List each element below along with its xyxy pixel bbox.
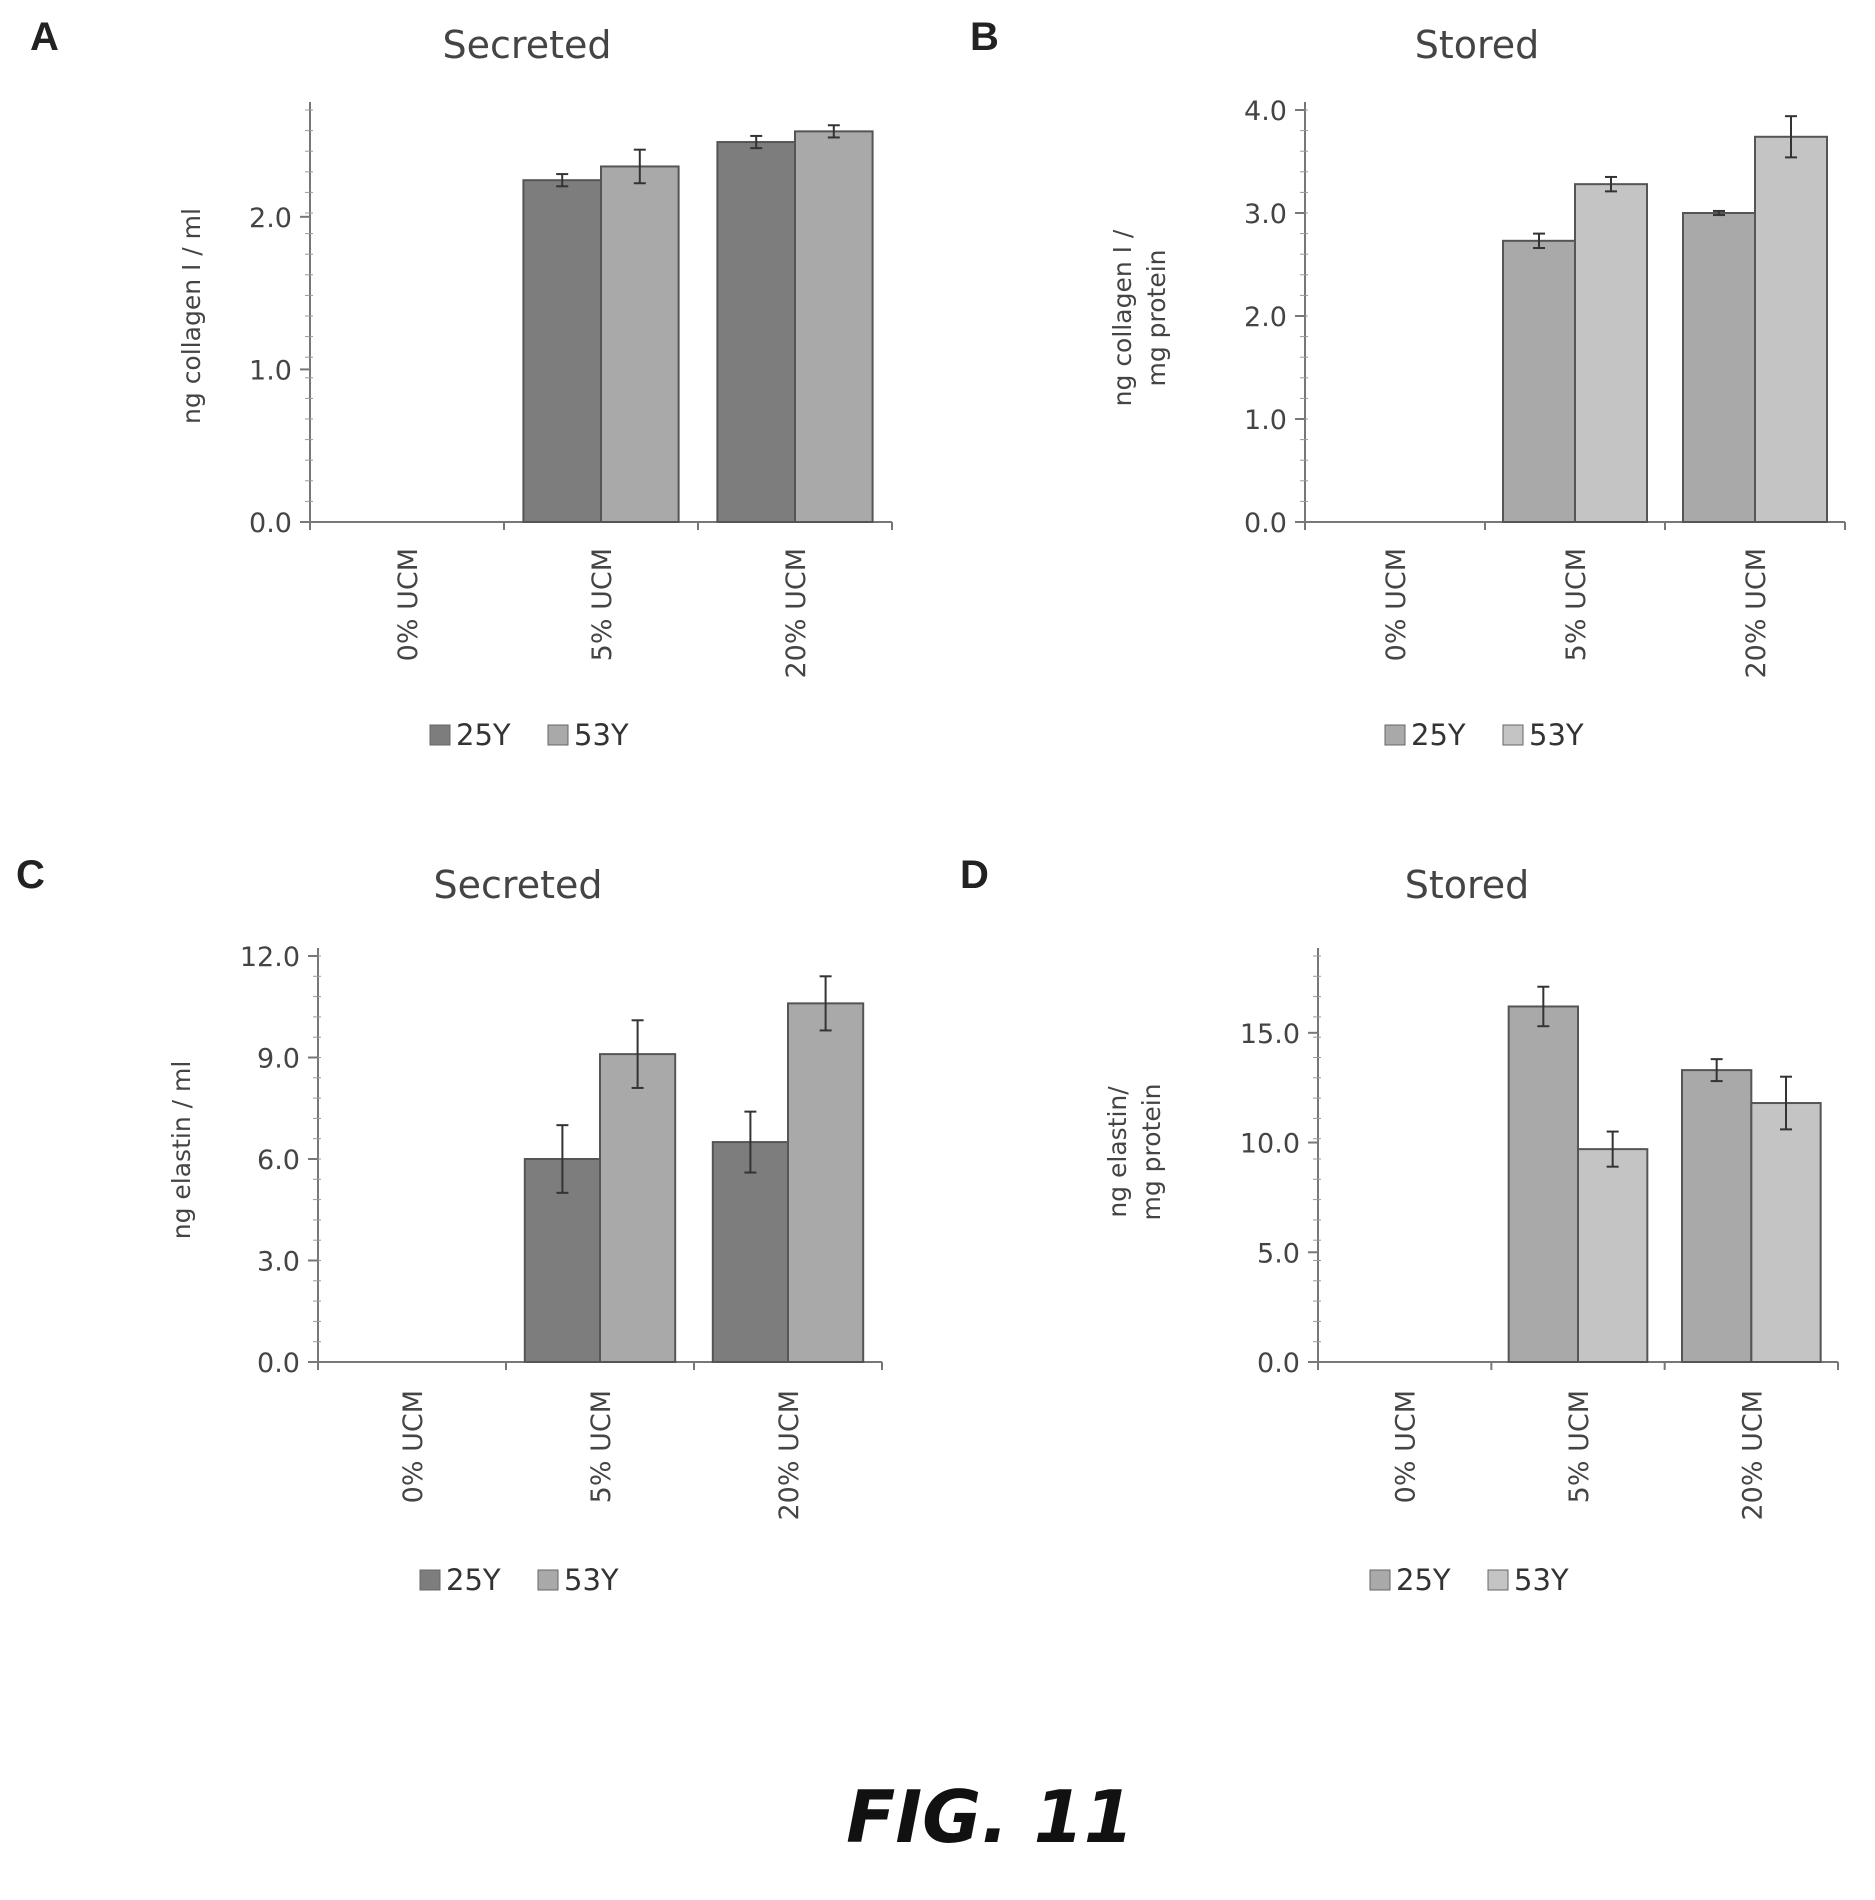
y-tick-label: 12.0 bbox=[240, 942, 300, 973]
bar-53y-2 bbox=[787, 1002, 865, 1363]
panel-letter: C bbox=[16, 853, 45, 897]
category-label: 0% UCM bbox=[1381, 548, 1412, 661]
bar-25y-2 bbox=[716, 141, 797, 524]
chart-panel-a: A Secreted 0.0 1.0 2.0 ng collagen I / ml 0% U… bbox=[30, 15, 893, 752]
category-label: 0% UCM bbox=[393, 548, 424, 661]
legend-label-25y: 25Y bbox=[1411, 718, 1466, 752]
bar-53y-2 bbox=[1750, 1102, 1822, 1363]
legend-swatch-53y bbox=[1502, 724, 1524, 746]
y-tick-label: 2.0 bbox=[249, 203, 292, 234]
legend-swatch-25y bbox=[429, 724, 451, 746]
category-label: 0% UCM bbox=[1391, 1390, 1422, 1503]
legend-swatch-53y bbox=[1487, 1569, 1509, 1591]
chart-title: Stored bbox=[1415, 23, 1540, 67]
category-label: 5% UCM bbox=[1561, 548, 1592, 661]
y-tick-label: 1.0 bbox=[249, 355, 292, 386]
panel-letter: A bbox=[30, 15, 59, 59]
y-tick-label: 0.0 bbox=[1244, 508, 1287, 539]
y-tick-label: 6.0 bbox=[257, 1145, 300, 1176]
bar-53y-2 bbox=[794, 130, 874, 523]
chart-panel-c: C Secreted 0.0 3.0 6.0 9.0 12.0 ng elastin / ml… bbox=[16, 853, 883, 1597]
chart-panel-d: D Stored 0.0 5.0 10.0 15.0 ng elastin/mg prote… bbox=[960, 853, 1839, 1597]
bar-25y-1 bbox=[522, 179, 603, 523]
y-axis-label-line: ng collagen I / ml bbox=[177, 208, 206, 424]
y-tick-label: 3.0 bbox=[257, 1247, 300, 1278]
y-tick-label: 0.0 bbox=[257, 1348, 300, 1379]
chart-panel-b: B Stored 0.0 1.0 2.0 3.0 4.0 ng collagen I / mg … bbox=[970, 15, 1846, 752]
y-tick-label: 15.0 bbox=[1240, 1019, 1300, 1050]
panels: A Secreted 0.0 1.0 2.0 ng collagen I / ml 0% U… bbox=[16, 15, 1846, 1597]
legend-swatch-25y bbox=[1384, 724, 1406, 746]
chart-title: Secreted bbox=[434, 863, 603, 907]
bar-53y-1 bbox=[1574, 183, 1648, 523]
y-tick-label: 10.0 bbox=[1240, 1129, 1300, 1160]
chart-title: Stored bbox=[1405, 863, 1530, 907]
chart-title: Secreted bbox=[443, 23, 612, 67]
legend-swatch-25y bbox=[419, 1569, 441, 1591]
y-tick-label: 9.0 bbox=[257, 1044, 300, 1075]
y-tick-label: 1.0 bbox=[1244, 405, 1287, 436]
bar-53y-1 bbox=[1577, 1148, 1649, 1363]
legend-label-53y: 53Y bbox=[574, 718, 629, 752]
y-axis-label-line: ng elastin / ml bbox=[167, 1061, 196, 1240]
bar-25y-2 bbox=[1681, 1069, 1753, 1363]
figure-label: FIG. 11 bbox=[846, 1775, 1134, 1859]
legend-label-25y: 25Y bbox=[1396, 1563, 1451, 1597]
y-axis-label: ng collagen I / ml bbox=[177, 208, 206, 424]
category-label: 20% UCM bbox=[774, 1390, 805, 1521]
legend-swatch-53y bbox=[547, 724, 569, 746]
y-axis-label-line: ng collagen I / bbox=[1108, 229, 1137, 406]
legend-label-25y: 25Y bbox=[456, 718, 511, 752]
legend-label-53y: 53Y bbox=[564, 1563, 619, 1597]
y-tick-label: 5.0 bbox=[1257, 1238, 1300, 1269]
y-axis-label: ng elastin/mg protein bbox=[1103, 1083, 1166, 1220]
y-axis-label-line: mg protein bbox=[1137, 1083, 1166, 1220]
y-tick-label: 3.0 bbox=[1244, 199, 1287, 230]
bar-25y-1 bbox=[1507, 1005, 1579, 1363]
legend-label-53y: 53Y bbox=[1514, 1563, 1569, 1597]
bar-25y-2 bbox=[711, 1141, 789, 1364]
y-axis-label: ng elastin / ml bbox=[167, 1061, 196, 1240]
y-tick-label: 4.0 bbox=[1244, 96, 1287, 127]
y-axis-label: ng collagen I / mg protein bbox=[1108, 229, 1171, 406]
y-tick-label: 0.0 bbox=[1257, 1348, 1300, 1379]
bar-53y-1 bbox=[600, 165, 680, 523]
legend-label-53y: 53Y bbox=[1529, 718, 1584, 752]
bar-25y-2 bbox=[1682, 212, 1756, 523]
category-label: 20% UCM bbox=[1737, 1390, 1768, 1521]
bar-53y-2 bbox=[1754, 135, 1828, 523]
category-label: 5% UCM bbox=[1564, 1390, 1595, 1503]
legend-swatch-53y bbox=[537, 1569, 559, 1591]
y-tick-label: 2.0 bbox=[1244, 302, 1287, 333]
bar-25y-1 bbox=[1502, 239, 1576, 523]
category-label: 20% UCM bbox=[781, 548, 812, 679]
legend-label-25y: 25Y bbox=[446, 1563, 501, 1597]
bar-53y-1 bbox=[599, 1053, 677, 1364]
category-label: 0% UCM bbox=[398, 1390, 429, 1503]
panel-letter: D bbox=[960, 853, 989, 897]
panel-letter: B bbox=[970, 15, 999, 59]
legend-swatch-25y bbox=[1369, 1569, 1391, 1591]
y-axis-label-line: ng elastin/ bbox=[1103, 1086, 1132, 1218]
category-label: 5% UCM bbox=[587, 548, 618, 661]
y-tick-label: 0.0 bbox=[249, 508, 292, 539]
y-axis-label-line: mg protein bbox=[1142, 249, 1171, 386]
category-label: 20% UCM bbox=[1741, 548, 1772, 679]
category-label: 5% UCM bbox=[586, 1390, 617, 1503]
